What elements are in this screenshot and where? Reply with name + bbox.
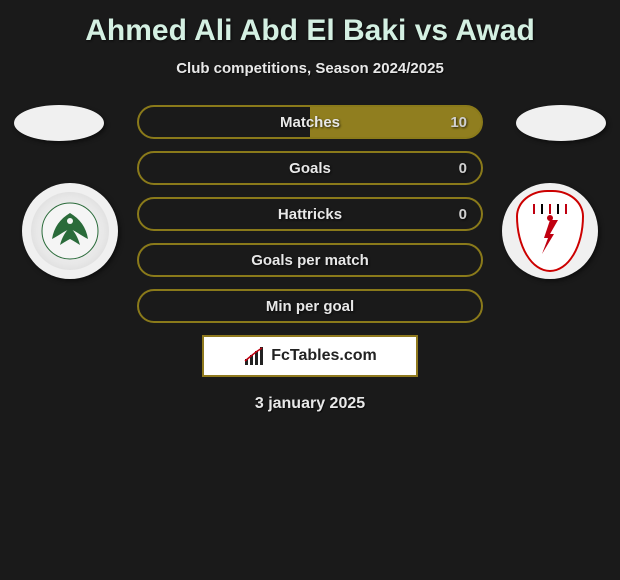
stat-row-matches: Matches 10 xyxy=(137,105,483,139)
stat-rows: Matches 10 Goals 0 Hattricks 0 Goals per… xyxy=(137,105,483,323)
player-right-avatar xyxy=(516,105,606,141)
stat-label: Goals per match xyxy=(251,252,369,269)
stat-right-value: 10 xyxy=(450,114,467,131)
stat-right-value: 0 xyxy=(459,206,467,223)
stat-row-hattricks: Hattricks 0 xyxy=(137,197,483,231)
stat-row-goals-per-match: Goals per match xyxy=(137,243,483,277)
club-left-badge xyxy=(22,183,118,279)
stat-label: Matches xyxy=(280,114,340,131)
eagle-green-icon xyxy=(40,201,100,261)
stat-label: Min per goal xyxy=(266,298,354,315)
player-left-avatar xyxy=(14,105,104,141)
stat-label: Goals xyxy=(289,160,331,177)
comparison-area: Matches 10 Goals 0 Hattricks 0 Goals per… xyxy=(0,105,620,323)
page-title: Ahmed Ali Abd El Baki vs Awad xyxy=(0,0,620,48)
club-right-badge xyxy=(502,183,598,279)
stat-row-min-per-goal: Min per goal xyxy=(137,289,483,323)
stat-row-goals: Goals 0 xyxy=(137,151,483,185)
brand-text: FcTables.com xyxy=(271,347,377,365)
brand-box: FcTables.com xyxy=(202,335,418,377)
stat-right-value: 0 xyxy=(459,160,467,177)
subtitle: Club competitions, Season 2024/2025 xyxy=(0,60,620,77)
bar-chart-icon xyxy=(243,345,265,367)
stat-label: Hattricks xyxy=(278,206,342,223)
date-line: 3 january 2025 xyxy=(0,395,620,413)
archer-shield-icon xyxy=(524,198,576,264)
